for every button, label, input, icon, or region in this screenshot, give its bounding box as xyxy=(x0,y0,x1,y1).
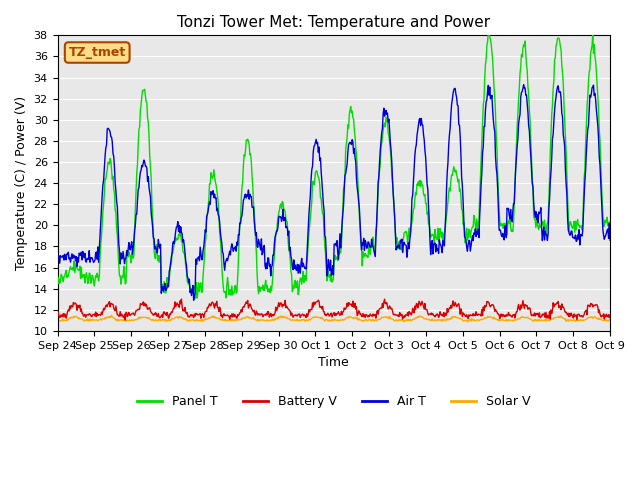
Text: TZ_tmet: TZ_tmet xyxy=(68,46,126,59)
X-axis label: Time: Time xyxy=(319,356,349,369)
Title: Tonzi Tower Met: Temperature and Power: Tonzi Tower Met: Temperature and Power xyxy=(177,15,490,30)
Legend: Panel T, Battery V, Air T, Solar V: Panel T, Battery V, Air T, Solar V xyxy=(132,390,535,413)
Y-axis label: Temperature (C) / Power (V): Temperature (C) / Power (V) xyxy=(15,96,28,270)
